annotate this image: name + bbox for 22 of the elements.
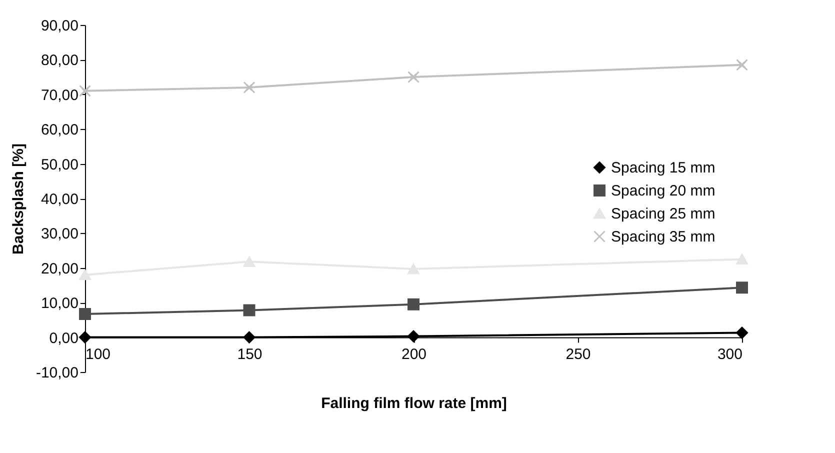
- y-tick-label: 60,00: [40, 122, 78, 139]
- legend-label: Spacing 35 mm: [611, 228, 716, 246]
- y-tick-label: 0,00: [49, 330, 78, 347]
- x-tick-label: 200: [401, 346, 427, 363]
- legend-label: Spacing 15 mm: [611, 160, 716, 176]
- y-tick-label: 10,00: [40, 295, 78, 312]
- legend-label: Spacing 20 mm: [611, 182, 716, 200]
- x-axis-title: Falling film flow rate [mm]: [321, 394, 507, 412]
- y-tick-label: 50,00: [40, 156, 78, 174]
- y-tick-label: 20,00: [40, 260, 78, 278]
- x-tick-label: 250: [566, 346, 591, 363]
- y-tick-label: 70,00: [40, 86, 78, 104]
- legend-label: Spacing 25 mm: [611, 206, 716, 222]
- y-tick-label: 40,00: [40, 191, 78, 208]
- y-tick-label: 90,00: [40, 18, 78, 34]
- y-tick-label: 30,00: [40, 226, 78, 243]
- y-axis-title: Backsplash [%]: [10, 144, 27, 254]
- x-tick-label: 150: [237, 346, 262, 363]
- y-tick-label: 80,00: [40, 52, 78, 70]
- x-tick-label: 100: [86, 346, 111, 363]
- x-tick-label: 300: [717, 346, 742, 363]
- y-tick-label: -10,00: [36, 364, 78, 382]
